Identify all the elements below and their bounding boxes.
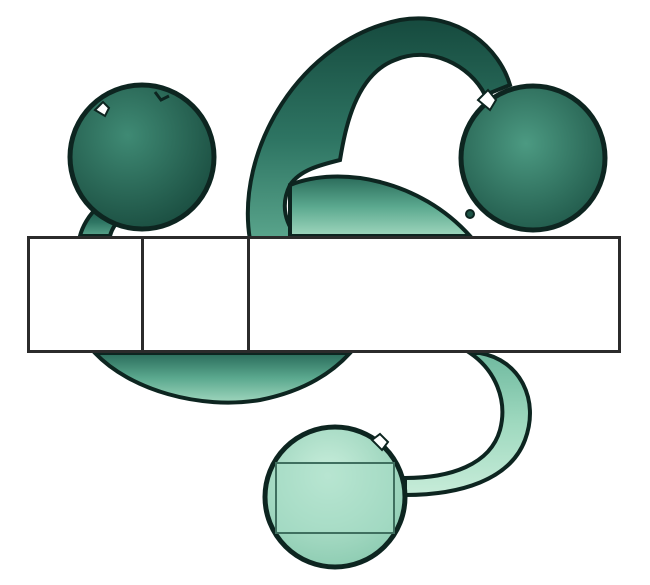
- band-cell-1: [30, 239, 141, 350]
- band-cell-3: [247, 239, 618, 350]
- lower-tail-ribbon: [403, 351, 532, 498]
- lower-crescent-ribbon: [90, 351, 355, 405]
- center-swoop-ribbon: [288, 174, 475, 238]
- right-ball: [458, 83, 608, 233]
- left-ball: [67, 82, 217, 232]
- lower-overlay-box: [275, 462, 395, 534]
- band-cell-2: [141, 239, 247, 350]
- upper-arch-ribbon: [245, 16, 513, 242]
- redaction-band: [27, 236, 621, 353]
